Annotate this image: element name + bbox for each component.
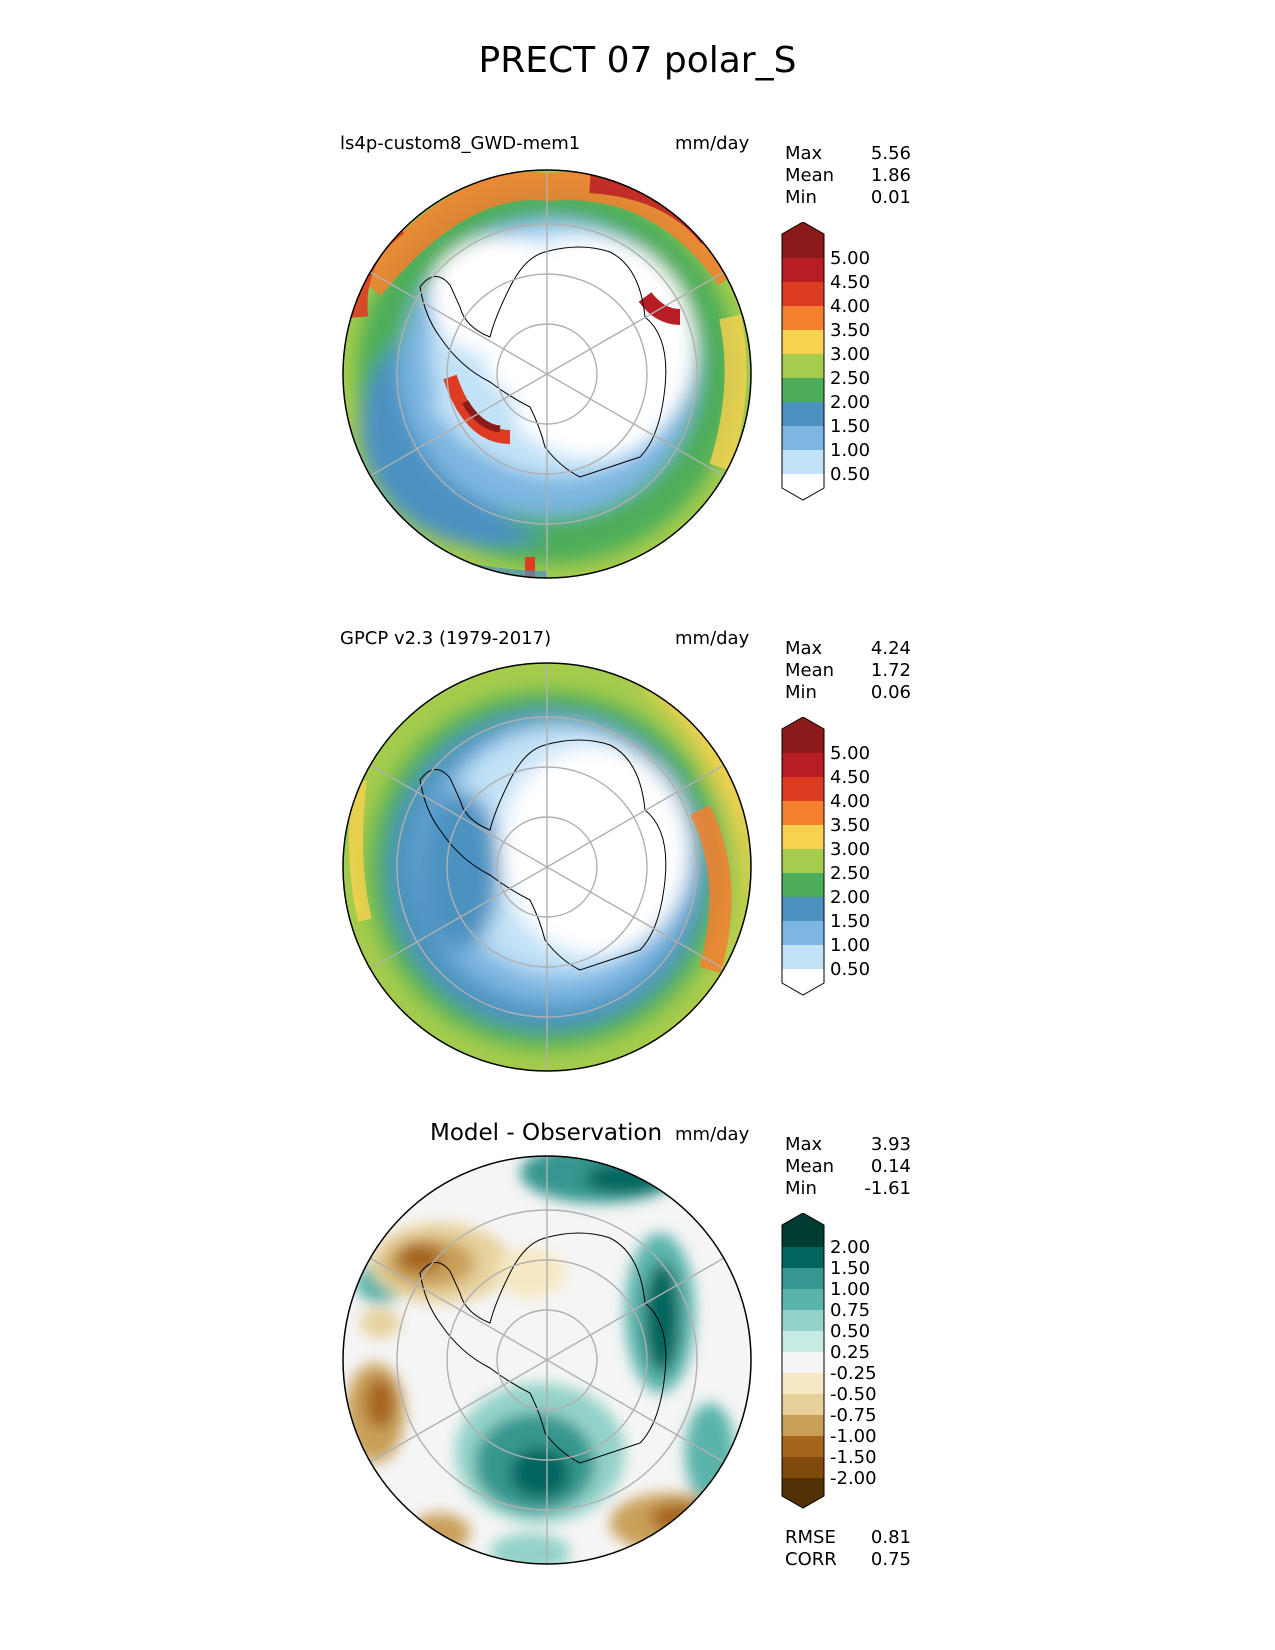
colorbar-tick-label: -0.50	[830, 1384, 877, 1405]
colorbar-tick-label: 4.00	[830, 791, 870, 812]
stat-label: Max	[785, 143, 823, 164]
panel1-stats: Max 5.56 Mean 1.86 Min 0.01	[785, 143, 911, 209]
stat-value: 1.72	[870, 660, 911, 681]
colorbar-tick-label: 1.50	[830, 416, 870, 437]
stat-value: 0.14	[870, 1156, 911, 1177]
panel3-extra-stats: RMSE 0.81 CORR 0.75	[785, 1527, 911, 1571]
colorbar-tick-label: 5.00	[830, 248, 870, 269]
stat-value: -1.61	[864, 1178, 911, 1199]
colorbar-tick-label: -1.50	[830, 1447, 877, 1468]
stat-value: 5.56	[870, 143, 911, 164]
colorbar-tick-label: 1.50	[830, 1258, 870, 1279]
panel2-stats: Max 4.24 Mean 1.72 Min 0.06	[785, 638, 911, 704]
colorbar-tick-label: 1.00	[830, 935, 870, 956]
colorbar-tick-label: 1.50	[830, 911, 870, 932]
stat-value: 3.93	[870, 1134, 911, 1155]
colorbar-tick-label: 4.00	[830, 296, 870, 317]
stat-value: 4.24	[870, 638, 911, 659]
colorbar-tick-label: 4.50	[830, 272, 870, 293]
colorbar-tick-label: 2.00	[830, 1237, 870, 1258]
colorbar-tick-label: 3.00	[830, 344, 870, 365]
stat-value: 1.86	[870, 165, 911, 186]
stat-label: CORR	[785, 1549, 837, 1570]
colorbar-tick-label: 0.75	[830, 1300, 870, 1321]
colorbar-tick-label: -2.00	[830, 1468, 877, 1489]
panel2-left-title: GPCP v2.3 (1979-2017)	[340, 628, 552, 649]
stat-label: Max	[785, 1134, 823, 1155]
stat-value: 0.81	[870, 1527, 911, 1548]
stat-value: 0.75	[870, 1549, 911, 1570]
colorbar-tick-label: 3.00	[830, 839, 870, 860]
colorbar-tick-label: 0.50	[830, 464, 870, 485]
panel3-stats: Max 3.93 Mean 0.14 Min -1.61	[785, 1134, 911, 1200]
panel1-polar-map	[342, 169, 752, 579]
stat-label: Mean	[785, 660, 835, 681]
stat-value: 0.06	[870, 682, 911, 703]
colorbar-tick-label: 3.50	[830, 320, 870, 341]
panel3-colorbar: 2.00 1.50 1.00 0.75 0.50 0.25 -0.25 -0.5…	[781, 1213, 877, 1509]
colorbar-swatches	[781, 1213, 825, 1509]
panel1-left-title: ls4p-custom8_GWD-mem1	[340, 133, 581, 154]
panel3-units: mm/day	[675, 1124, 750, 1145]
colorbar-tick-label: 1.00	[830, 440, 870, 461]
colorbar-tick-label: 2.50	[830, 368, 870, 389]
stat-label: Min	[785, 682, 817, 703]
panel2-polar-map	[342, 662, 752, 1072]
colorbar-tick-label: 1.00	[830, 1279, 870, 1300]
stat-label: Mean	[785, 165, 835, 186]
stat-label: Min	[785, 1178, 817, 1199]
panel2-colorbar: 5.00 4.50 4.00 3.50 3.00 2.50 2.00 1.50 …	[781, 717, 870, 996]
colorbar-tick-label: 3.50	[830, 815, 870, 836]
stat-label: Mean	[785, 1156, 835, 1177]
colorbar-tick-label: 0.50	[830, 1321, 870, 1342]
stat-label: RMSE	[785, 1527, 836, 1548]
panel3-center-title: Model - Observation	[430, 1120, 663, 1146]
colorbar-tick-label: 2.00	[830, 887, 870, 908]
colorbar-tick-label: -0.75	[830, 1405, 877, 1426]
panel2-units: mm/day	[675, 628, 750, 649]
colorbar-tick-label: 5.00	[830, 743, 870, 764]
colorbar-tick-label: 0.50	[830, 959, 870, 980]
stat-label: Min	[785, 187, 817, 208]
panel1-units: mm/day	[675, 133, 750, 154]
colorbar-tick-label: 2.00	[830, 392, 870, 413]
stat-label: Max	[785, 638, 823, 659]
colorbar-tick-label: 0.25	[830, 1342, 870, 1363]
colorbar-tick-label: 2.50	[830, 863, 870, 884]
panel3-polar-map	[342, 1155, 752, 1565]
colorbar-tick-label: -0.25	[830, 1363, 877, 1384]
colorbar-tick-label: -1.00	[830, 1426, 877, 1447]
colorbar-swatches	[781, 222, 825, 501]
colorbar-swatches	[781, 717, 825, 996]
stat-value: 0.01	[870, 187, 911, 208]
figure-title: PRECT 07 polar_S	[478, 40, 797, 81]
panel1-colorbar: 5.00 4.50 4.00 3.50 3.00 2.50 2.00 1.50 …	[781, 222, 870, 501]
colorbar-tick-label: 4.50	[830, 767, 870, 788]
